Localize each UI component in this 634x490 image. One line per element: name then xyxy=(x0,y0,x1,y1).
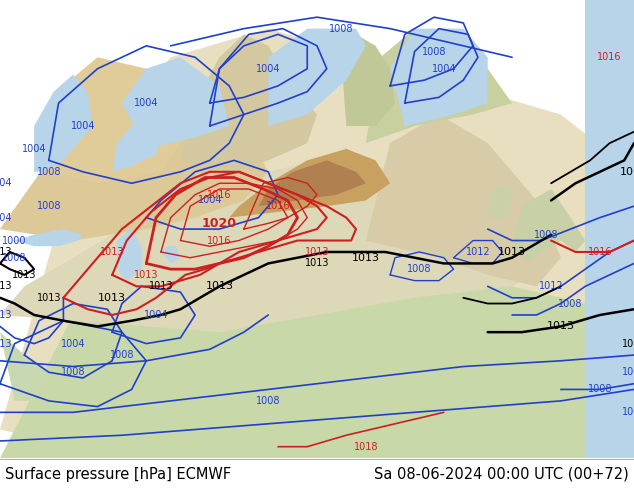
Text: 1013: 1013 xyxy=(12,270,37,280)
Text: 1013: 1013 xyxy=(0,281,12,292)
Polygon shape xyxy=(34,74,93,172)
Text: 1016: 1016 xyxy=(266,201,290,211)
Polygon shape xyxy=(161,246,181,264)
Text: 1000: 1000 xyxy=(3,236,27,245)
Text: 1004: 1004 xyxy=(432,64,456,74)
Polygon shape xyxy=(230,149,390,218)
Text: 1008: 1008 xyxy=(407,264,432,274)
Text: 1008: 1008 xyxy=(622,407,634,417)
Polygon shape xyxy=(585,0,634,458)
Polygon shape xyxy=(0,69,268,241)
Polygon shape xyxy=(117,229,141,281)
Text: 1013: 1013 xyxy=(620,167,634,177)
Text: 1018: 1018 xyxy=(354,441,378,452)
Polygon shape xyxy=(341,34,395,126)
Text: 1004: 1004 xyxy=(22,144,46,154)
Polygon shape xyxy=(488,183,512,218)
Text: 1004: 1004 xyxy=(144,310,168,320)
Polygon shape xyxy=(112,126,161,172)
Text: 1016: 1016 xyxy=(207,236,231,245)
Text: 1004: 1004 xyxy=(0,213,12,222)
Text: 1008: 1008 xyxy=(559,298,583,309)
Text: 1008: 1008 xyxy=(622,367,634,377)
Polygon shape xyxy=(0,332,49,401)
Text: 1016: 1016 xyxy=(588,247,612,257)
Polygon shape xyxy=(49,57,181,183)
Text: 1013: 1013 xyxy=(498,247,526,257)
Polygon shape xyxy=(390,28,488,126)
Text: 1008: 1008 xyxy=(3,253,27,263)
Text: 1013: 1013 xyxy=(352,253,380,263)
Polygon shape xyxy=(0,160,561,332)
Text: 1013: 1013 xyxy=(0,247,12,257)
Text: 1013: 1013 xyxy=(37,293,61,303)
Text: 1008: 1008 xyxy=(588,385,612,394)
Polygon shape xyxy=(15,229,83,246)
Text: 1016: 1016 xyxy=(207,190,231,200)
Text: 1013: 1013 xyxy=(149,281,173,292)
Text: 1012: 1012 xyxy=(465,247,490,257)
Text: 1008: 1008 xyxy=(422,47,446,56)
Text: 1013: 1013 xyxy=(547,321,575,331)
Text: 1004: 1004 xyxy=(134,98,158,108)
Text: 1004: 1004 xyxy=(0,178,12,188)
Text: 1008: 1008 xyxy=(37,201,61,211)
Text: 1013: 1013 xyxy=(98,293,126,303)
Text: 1020: 1020 xyxy=(202,217,237,230)
Text: 1012: 1012 xyxy=(539,281,564,292)
Text: 1016: 1016 xyxy=(597,52,622,62)
Text: 1013: 1013 xyxy=(0,310,12,320)
Text: 1008: 1008 xyxy=(37,167,61,177)
Polygon shape xyxy=(259,160,366,206)
Polygon shape xyxy=(512,189,585,264)
Text: 1013: 1013 xyxy=(305,247,329,257)
Text: 1008: 1008 xyxy=(110,350,134,360)
Polygon shape xyxy=(181,34,317,172)
Polygon shape xyxy=(366,115,561,286)
Text: 1008: 1008 xyxy=(329,24,354,34)
Text: 1013: 1013 xyxy=(134,270,158,280)
Text: 1013: 1013 xyxy=(305,258,329,269)
Polygon shape xyxy=(268,28,366,126)
Text: 1013: 1013 xyxy=(100,247,124,257)
Text: 1008: 1008 xyxy=(61,367,86,377)
Polygon shape xyxy=(0,28,634,447)
Text: 1004: 1004 xyxy=(61,339,86,348)
Text: 1013: 1013 xyxy=(205,281,233,292)
Polygon shape xyxy=(0,275,634,458)
Text: 1013: 1013 xyxy=(0,339,12,348)
Text: 1004: 1004 xyxy=(70,121,95,131)
Polygon shape xyxy=(122,57,230,149)
Text: 1008: 1008 xyxy=(534,230,559,240)
Text: Surface pressure [hPa] ECMWF: Surface pressure [hPa] ECMWF xyxy=(5,466,231,482)
Text: 1004: 1004 xyxy=(197,196,222,205)
Text: 1008: 1008 xyxy=(256,396,280,406)
Text: Sa 08-06-2024 00:00 UTC (00+72): Sa 08-06-2024 00:00 UTC (00+72) xyxy=(374,466,629,482)
Text: 1013: 1013 xyxy=(622,339,634,348)
Text: 1004: 1004 xyxy=(256,64,280,74)
Polygon shape xyxy=(366,28,512,143)
